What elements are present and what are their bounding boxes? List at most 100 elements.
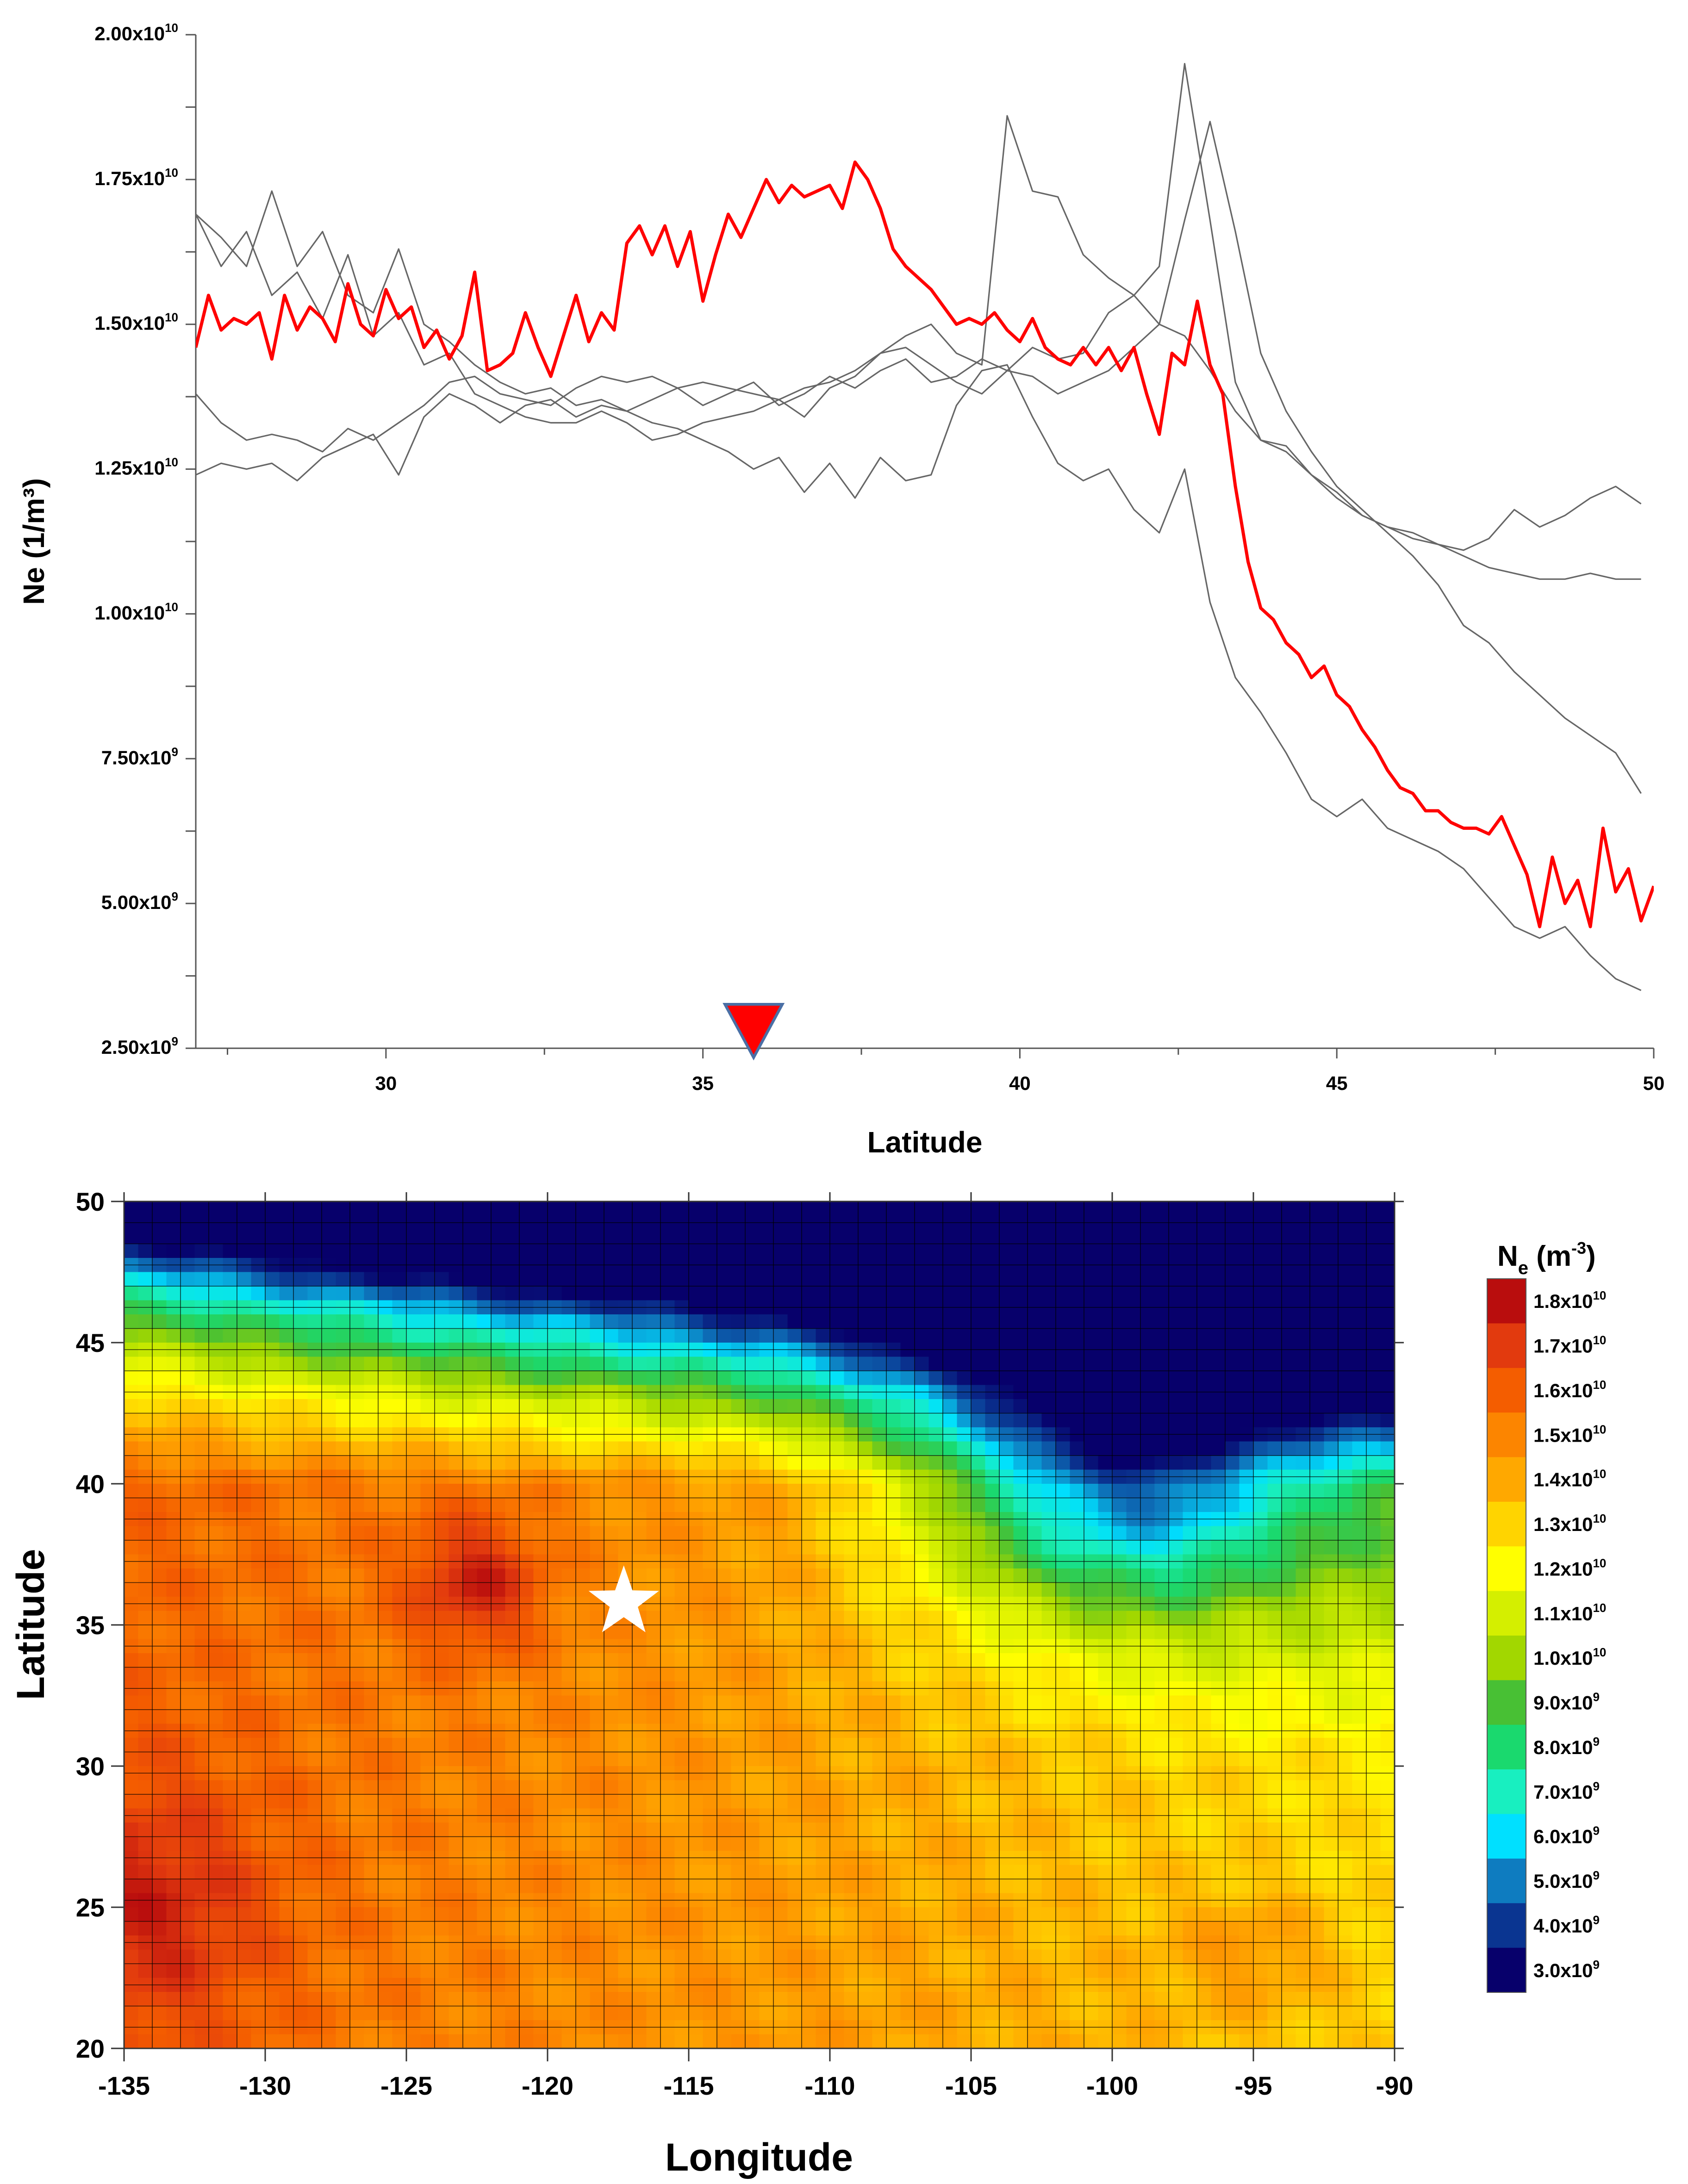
ne-map-cell bbox=[830, 1879, 845, 1894]
ne-map-cell bbox=[1366, 1244, 1381, 1258]
ne-map-cell bbox=[279, 1371, 294, 1386]
ne-map-cell bbox=[505, 1371, 520, 1386]
ne-map-cell bbox=[477, 1921, 492, 1936]
ne-map-cell bbox=[872, 1710, 887, 1724]
ne-map-cell bbox=[999, 1611, 1014, 1625]
ne-map-cell bbox=[519, 1356, 534, 1371]
ne-map-cell bbox=[1169, 1907, 1183, 1922]
ne-map-cell bbox=[1253, 1667, 1268, 1682]
ne-map-cell bbox=[646, 1526, 661, 1541]
ne-map-cell bbox=[844, 1371, 859, 1386]
ne-map-cell bbox=[1126, 1752, 1141, 1767]
ne-map-cell bbox=[1310, 1286, 1325, 1301]
ne-map-cell bbox=[1112, 1710, 1127, 1724]
ne-map-cell bbox=[660, 1371, 675, 1386]
ne-map-cell bbox=[138, 1201, 153, 1216]
ne-map-cell bbox=[1380, 1879, 1395, 1894]
ne-map-cell bbox=[279, 1667, 294, 1682]
ne-map-cell bbox=[463, 1456, 478, 1470]
ne-map-cell bbox=[957, 1498, 972, 1512]
ne-map-cell bbox=[886, 1625, 901, 1640]
ne-map-cell bbox=[138, 1328, 153, 1343]
ne-map-cell bbox=[674, 1907, 689, 1922]
ne-map-cell bbox=[209, 1441, 224, 1456]
ne-map-cell bbox=[322, 1710, 336, 1724]
ne-map-cell bbox=[420, 1314, 435, 1329]
ne-map-cell bbox=[307, 1371, 322, 1386]
ne-map-cell bbox=[1324, 1695, 1339, 1710]
ne-map-cell bbox=[787, 1441, 802, 1456]
ne-map-cell bbox=[1112, 1230, 1127, 1244]
ne-map-cell bbox=[674, 1865, 689, 1879]
ne-map-cell bbox=[1380, 1314, 1395, 1329]
ne-map-cell bbox=[731, 1907, 746, 1922]
ne-map-cell bbox=[674, 1244, 689, 1258]
ne-map-cell bbox=[1169, 1540, 1183, 1555]
ne-map-cell bbox=[773, 1328, 788, 1343]
ne-map-cell bbox=[307, 1540, 322, 1555]
ne-map-cell bbox=[477, 1738, 492, 1753]
ne-map-cell bbox=[491, 1653, 506, 1668]
ne-map-cell bbox=[943, 1653, 958, 1668]
ne-map-cell bbox=[1112, 1540, 1127, 1555]
ne-map-cell bbox=[519, 1498, 534, 1512]
ne-map-cell bbox=[533, 1484, 548, 1499]
ne-map-cell bbox=[378, 1780, 393, 1795]
ne-map-cell bbox=[759, 1921, 774, 1936]
ne-map-cell bbox=[448, 1738, 463, 1753]
line-chart-x-tick-label: 40 bbox=[1009, 1072, 1031, 1094]
ne-map-cell bbox=[1282, 1738, 1296, 1753]
ne-map-cell bbox=[773, 1836, 788, 1851]
ne-map-cell bbox=[1098, 1272, 1113, 1287]
ne-map-cell bbox=[1324, 1667, 1339, 1682]
ne-map-cell bbox=[561, 1921, 576, 1936]
ne-map-cell bbox=[660, 1272, 675, 1287]
ne-map-cell bbox=[477, 1413, 492, 1428]
ne-map-cell bbox=[152, 1836, 167, 1851]
ne-map-cell bbox=[1352, 1794, 1367, 1809]
ne-map-cell bbox=[787, 1356, 802, 1371]
ne-map-cell bbox=[886, 1441, 901, 1456]
ne-map-cell bbox=[703, 1794, 717, 1809]
ne-map-cell bbox=[1211, 1413, 1226, 1428]
ne-map-cell bbox=[265, 1413, 280, 1428]
ne-map-cell bbox=[1084, 1441, 1099, 1456]
ne-map-cell bbox=[1324, 1625, 1339, 1640]
ne-map-cell bbox=[1140, 1356, 1155, 1371]
ne-map-cell bbox=[265, 1526, 280, 1541]
ne-map-cell bbox=[1338, 1498, 1353, 1512]
ne-map-cell bbox=[1140, 1201, 1155, 1216]
ne-map-cell bbox=[420, 1526, 435, 1541]
ne-map-cell bbox=[1211, 1371, 1226, 1386]
ne-map-cell bbox=[632, 1526, 647, 1541]
ne-map-cell bbox=[1253, 1865, 1268, 1879]
ne-map-cell bbox=[1056, 1780, 1071, 1795]
ne-map-cell bbox=[872, 1865, 887, 1879]
ne-map-cell bbox=[448, 1907, 463, 1922]
ne-map-cell bbox=[1380, 1328, 1395, 1343]
ne-map-cell bbox=[533, 1879, 548, 1894]
ne-map-cell bbox=[1253, 1201, 1268, 1216]
ne-map-cell bbox=[1225, 1568, 1240, 1583]
ne-map-cell bbox=[717, 1780, 732, 1795]
ne-map-cell bbox=[307, 1836, 322, 1851]
ne-map-cell bbox=[816, 1667, 830, 1682]
ne-map-cell bbox=[928, 1907, 943, 1922]
ne-map-cell bbox=[279, 1964, 294, 1979]
ne-map-cell bbox=[1352, 1272, 1367, 1287]
ne-map-cell bbox=[1112, 1498, 1127, 1512]
ne-map-cell bbox=[1239, 1752, 1254, 1767]
ne-map-cell bbox=[1197, 1752, 1212, 1767]
ne-map-cell bbox=[448, 1949, 463, 1964]
ne-map-cell bbox=[406, 1865, 421, 1879]
ne-map-cell bbox=[1211, 1823, 1226, 1837]
ne-map-cell bbox=[717, 1399, 732, 1414]
ne-map-cell bbox=[886, 1540, 901, 1555]
ne-map-cell bbox=[1324, 1836, 1339, 1851]
ne-map-cell bbox=[1211, 1921, 1226, 1936]
ne-map-cell bbox=[181, 1498, 195, 1512]
ne-map-cell bbox=[999, 1356, 1014, 1371]
ne-map-cell bbox=[632, 1540, 647, 1555]
ne-map-cell bbox=[448, 1484, 463, 1499]
ne-map-cell bbox=[689, 1752, 704, 1767]
